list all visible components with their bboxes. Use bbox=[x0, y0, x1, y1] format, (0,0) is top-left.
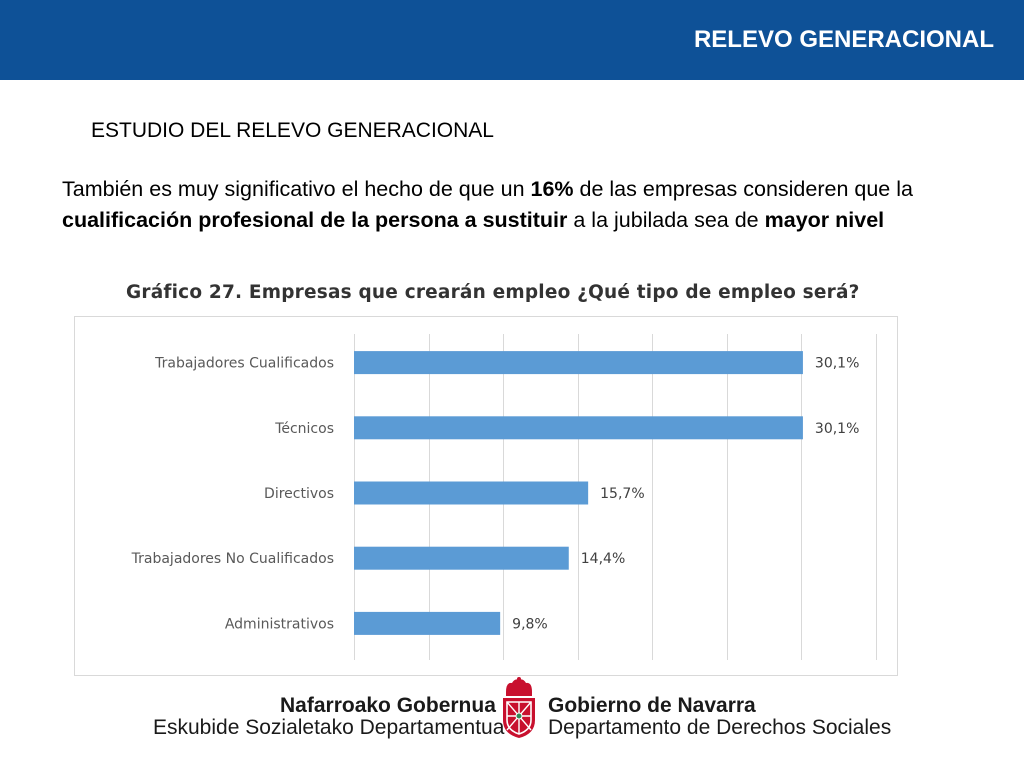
data-label: 14,4% bbox=[581, 551, 625, 567]
footer-left-bold: Nafarroako Gobernua bbox=[280, 694, 496, 717]
category-label: Administrativos bbox=[225, 616, 334, 632]
header-title: RELEVO GENERACIONAL bbox=[693, 26, 994, 53]
body-bold-1: 16% bbox=[530, 177, 574, 201]
bar bbox=[354, 351, 803, 375]
header-bar: RELEVO GENERACIONAL bbox=[0, 0, 1024, 80]
category-label: Técnicos bbox=[274, 421, 334, 437]
category-label: Directivos bbox=[264, 486, 334, 502]
chart-area: Trabajadores Cualificados 30,1% Técnicos 30… bbox=[74, 316, 898, 676]
data-label: 9,8% bbox=[512, 616, 548, 632]
section-subtitle: ESTUDIO DEL RELEVO GENERACIONAL bbox=[91, 119, 494, 142]
data-label: 30,1% bbox=[815, 356, 859, 372]
category-label: Trabajadores Cualificados bbox=[154, 356, 334, 372]
bar bbox=[354, 481, 589, 505]
navarra-coat-of-arms-icon bbox=[503, 677, 535, 738]
bar-chart: Trabajadores Cualificados 30,1% Técnicos 30… bbox=[74, 316, 898, 676]
bar bbox=[354, 546, 569, 570]
body-bold-2: cualificación profesional de la persona … bbox=[62, 208, 568, 232]
category-label: Trabajadores No Cualificados bbox=[131, 551, 334, 567]
data-label: 15,7% bbox=[600, 486, 644, 502]
chart-title: Gráfico 27. Empresas que crearán empleo … bbox=[126, 282, 860, 303]
chart-frame bbox=[74, 316, 898, 676]
footer-left-regular: Eskubide Sozialetako Departamentua bbox=[153, 716, 505, 739]
body-text-3: a la jubilada sea de bbox=[567, 208, 765, 232]
bar bbox=[354, 611, 501, 635]
bar bbox=[354, 416, 803, 440]
data-label: 30,1% bbox=[815, 421, 859, 437]
footer-right-bold: Gobierno de Navarra bbox=[548, 694, 756, 717]
body-paragraph: También es muy significativo el hecho de… bbox=[62, 174, 962, 236]
body-text-2: de las empresas consideren que la bbox=[573, 177, 913, 201]
footer-logo: Nafarroako Gobernua Eskubide Sozialetako… bbox=[150, 674, 892, 764]
body-text-1: También es muy significativo el hecho de… bbox=[62, 177, 531, 201]
body-bold-3: mayor nivel bbox=[764, 208, 885, 232]
footer-right-regular: Departamento de Derechos Sociales bbox=[548, 716, 892, 739]
